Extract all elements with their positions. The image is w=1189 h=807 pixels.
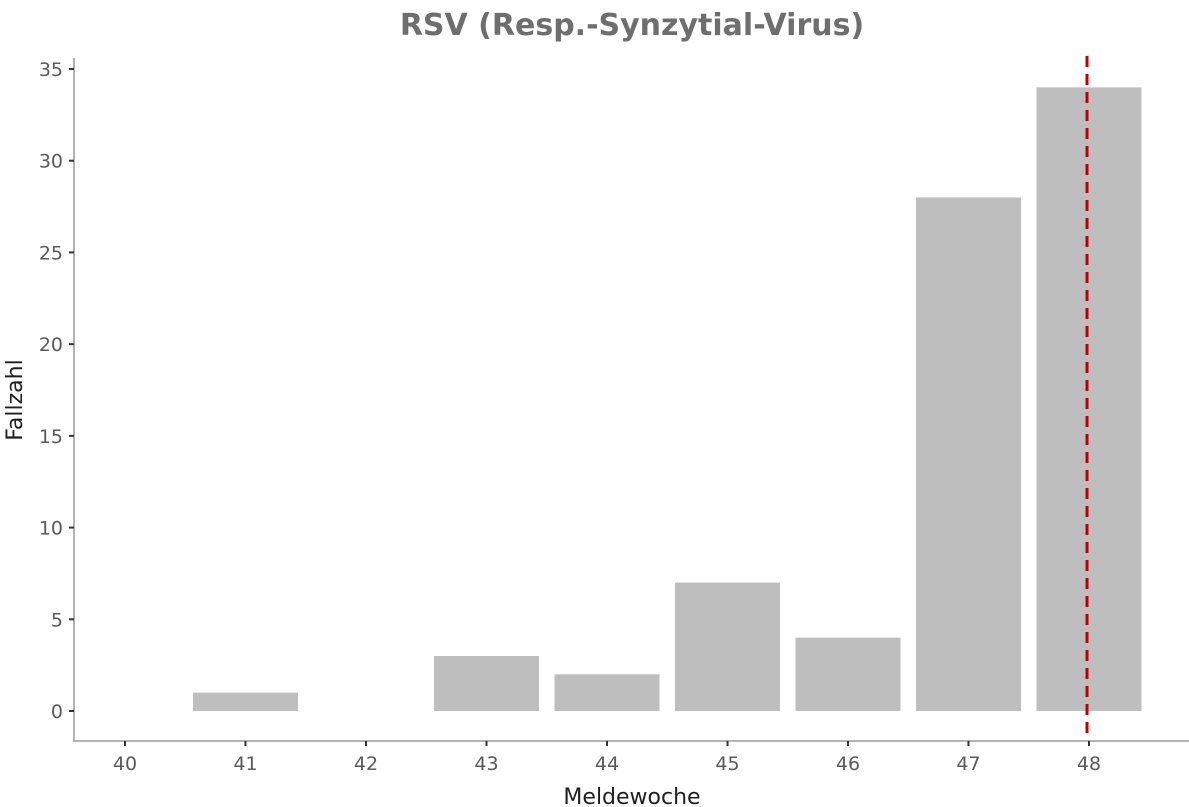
x-tick-label: 45 bbox=[715, 753, 739, 775]
x-tick-label: 42 bbox=[354, 753, 378, 775]
x-tick-label: 46 bbox=[836, 753, 860, 775]
y-tick-label: 35 bbox=[39, 59, 63, 81]
bar-47 bbox=[916, 197, 1021, 711]
x-tick-label: 48 bbox=[1077, 753, 1101, 775]
x-tick-label: 47 bbox=[956, 753, 980, 775]
y-tick-label: 20 bbox=[39, 334, 63, 356]
bar-45 bbox=[675, 582, 780, 711]
chart-title: RSV (Resp.-Synzytial-Virus) bbox=[400, 8, 864, 43]
y-axis-title: Fallzahl bbox=[3, 359, 28, 440]
y-tick-label: 15 bbox=[39, 426, 63, 448]
y-tick-label: 5 bbox=[51, 609, 63, 631]
y-tick-label: 0 bbox=[51, 701, 63, 723]
x-tick-label: 43 bbox=[474, 753, 498, 775]
y-tick-label: 25 bbox=[39, 242, 63, 264]
bar-41 bbox=[193, 692, 298, 711]
y-ticks-group: 0 5 10 15 20 25 30 35 bbox=[39, 59, 74, 723]
x-tick-label: 40 bbox=[113, 753, 137, 775]
x-axis-title: Meldewoche bbox=[563, 785, 700, 807]
x-ticks-group: 40 41 42 43 44 45 46 47 48 bbox=[113, 741, 1101, 775]
y-tick-label: 10 bbox=[39, 518, 63, 540]
bar-48 bbox=[1036, 87, 1142, 712]
bars-group bbox=[193, 87, 1142, 712]
bar-43 bbox=[434, 655, 539, 711]
x-tick-label: 41 bbox=[233, 753, 257, 775]
x-tick-label: 44 bbox=[595, 753, 619, 775]
bar-44 bbox=[554, 674, 660, 711]
bar-46 bbox=[795, 637, 901, 711]
y-tick-label: 30 bbox=[39, 151, 63, 173]
